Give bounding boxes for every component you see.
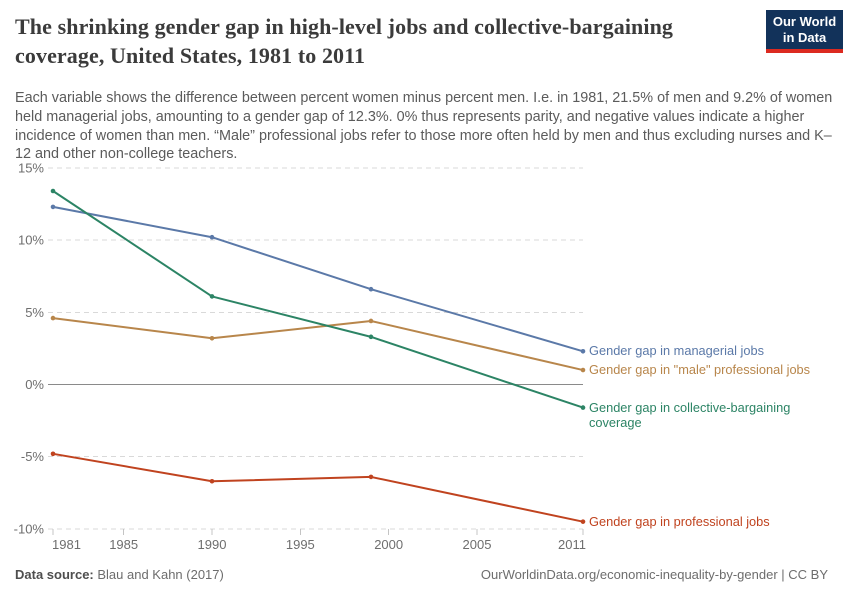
data-point	[209, 234, 215, 240]
series-label-text: Gender gap in collective-bargaining	[589, 399, 791, 415]
data-point	[368, 334, 374, 340]
owid-logo[interactable]: Our World in Data	[766, 10, 843, 53]
y-axis-tick-label: 10%	[18, 233, 44, 248]
series-label-male-professional-jobs[interactable]: Gender gap in "male" professional jobs	[589, 362, 810, 378]
data-point	[209, 294, 215, 299]
x-axis-tick-label: 1990	[198, 537, 227, 552]
owid-logo-line1: Our World	[772, 13, 837, 29]
data-source-value: Blau and Kahn (2017)	[93, 567, 224, 582]
series-label-text: coverage	[589, 415, 642, 431]
y-axis-tick-label: -5%	[21, 449, 45, 464]
x-axis-tick-label: 1981	[52, 537, 81, 552]
data-point	[368, 286, 374, 292]
series-line-collective-bargaining-coverage[interactable]	[52, 190, 584, 409]
series-label-managerial-jobs[interactable]: Gender gap in managerial jobs	[589, 343, 764, 359]
owid-logo-line2: in Data	[782, 29, 827, 45]
series-label-collective-bargaining-coverage[interactable]: Gender gap in collective-bargaining cover…	[589, 400, 790, 431]
page-title: The shrinking gender gap in high-level j…	[15, 14, 674, 69]
series-label-professional-jobs[interactable]: Gender gap in professional jobs	[589, 514, 770, 530]
y-axis-tick-label: 5%	[25, 305, 44, 320]
x-axis-tick-label: 2000	[374, 537, 403, 552]
data-point	[368, 318, 374, 324]
x-axis-tick-label: 1995	[286, 537, 315, 552]
data-source: Data source: Blau and Kahn (2017)	[15, 567, 224, 582]
data-point	[209, 478, 215, 484]
x-axis-tick-label: 2011	[558, 537, 586, 552]
y-axis-tick-label: -10%	[14, 521, 45, 536]
series-line-managerial-jobs[interactable]	[52, 205, 584, 353]
data-point	[209, 335, 215, 341]
series-label-text: Gender gap in "male" professional jobs	[589, 362, 811, 378]
data-point	[50, 188, 56, 194]
data-source-label: Data source:	[15, 567, 94, 582]
series-label-text: Gender gap in managerial jobs	[589, 343, 765, 359]
data-point	[580, 405, 586, 410]
data-point	[50, 204, 56, 210]
x-axis-tick-label: 1985	[109, 537, 138, 552]
y-axis-tick-label: 15%	[18, 160, 44, 175]
x-axis-tick-label: 2005	[463, 537, 492, 552]
series-label-text: Gender gap in professional jobs	[589, 513, 770, 529]
data-point	[580, 519, 586, 524]
series-line-professional-jobs[interactable]	[52, 452, 584, 523]
data-point	[50, 451, 56, 457]
series-line-male-professional-jobs[interactable]	[52, 317, 584, 372]
chart-footer: Data source: Blau and Kahn (2017) OurWor…	[0, 567, 850, 582]
data-point	[368, 474, 374, 480]
data-point	[580, 367, 586, 373]
data-point	[580, 348, 586, 354]
credit-link[interactable]: OurWorldinData.org/economic-inequality-b…	[480, 567, 828, 582]
y-axis-tick-label: 0%	[25, 377, 44, 392]
data-point	[50, 315, 56, 321]
chart-subtitle: Each variable shows the difference betwe…	[15, 90, 833, 163]
